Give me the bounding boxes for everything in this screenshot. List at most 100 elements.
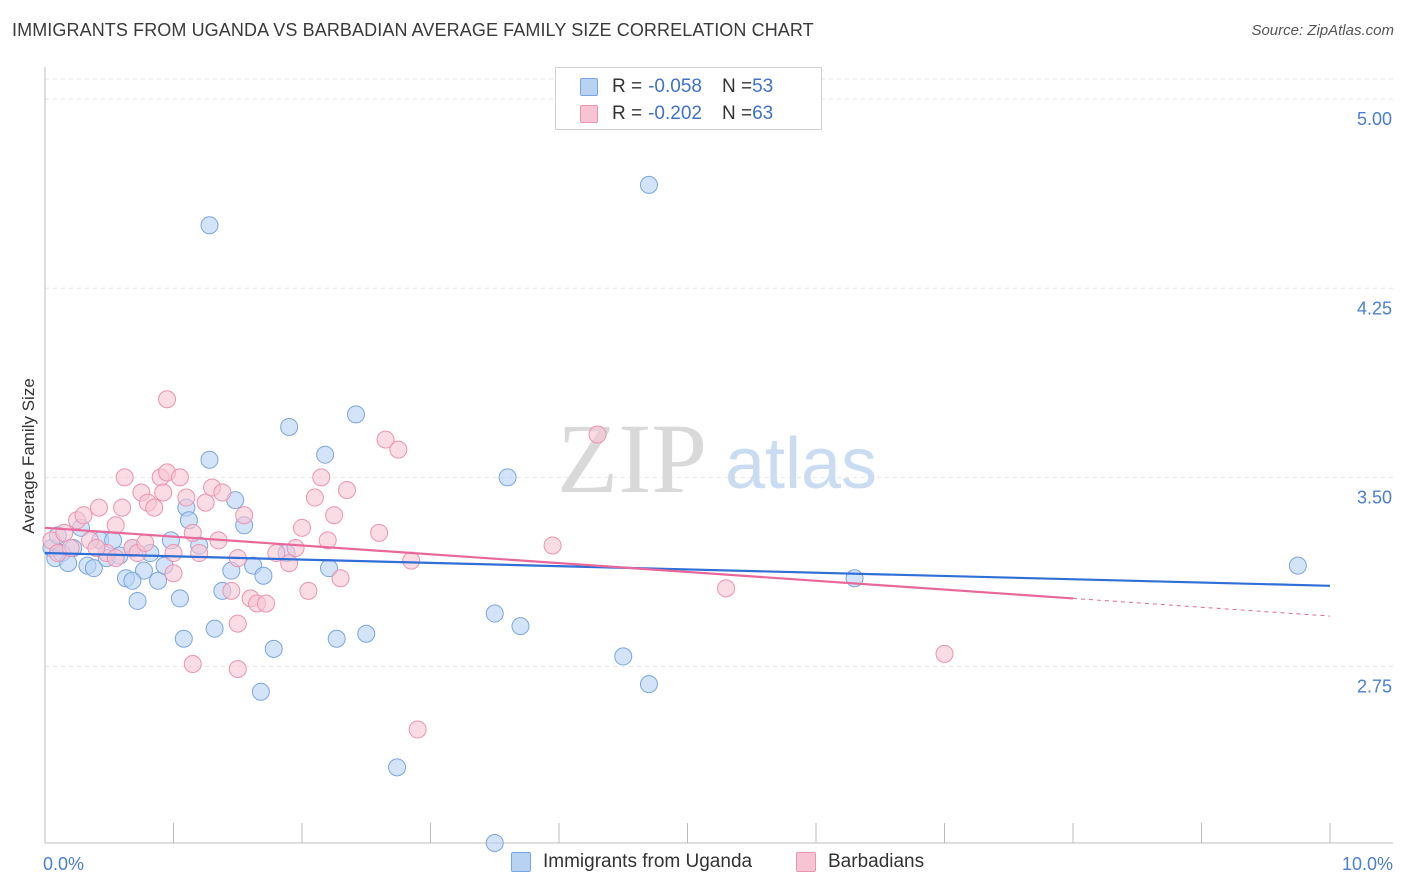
barbadian-point — [87, 538, 106, 557]
uganda-point — [254, 566, 273, 585]
barbadian-legend-swatch — [796, 852, 816, 872]
barbadian-point — [145, 498, 164, 517]
barbadian-point — [312, 468, 331, 487]
barbadian-point — [196, 493, 215, 512]
uganda-point — [511, 617, 530, 636]
barbadian-point — [106, 549, 125, 568]
legend-item-barbadian: Barbadians — [796, 851, 924, 873]
barbadian-point — [376, 430, 395, 449]
uganda-point — [639, 675, 658, 694]
barbadian-point — [115, 468, 134, 487]
barbadian-point — [228, 660, 247, 679]
barbadian-point — [190, 544, 209, 563]
n-value: 63 — [752, 103, 774, 124]
x-tick-label-max: 10.0% — [1342, 854, 1393, 874]
source-label: Source: ZipAtlas.com — [1251, 22, 1394, 39]
y-tick-label: 4.25 — [1357, 298, 1392, 318]
barbadian-point — [325, 506, 344, 525]
y-axis-label: Average Family Size — [19, 378, 38, 534]
chart-title: IMMIGRANTS FROM UGANDA VS BARBADIAN AVER… — [12, 20, 814, 40]
legend-row-barbadian: R = -0.202 N = 63 — [580, 102, 773, 126]
barbadian-point — [106, 516, 125, 535]
barbadian-point — [318, 531, 337, 550]
x-tick-labels: 0.0% 10.0% — [43, 854, 1393, 874]
barbadian-point — [299, 581, 318, 600]
barbadian-point — [158, 390, 177, 409]
barbadian-point — [55, 523, 74, 542]
uganda-point — [614, 647, 633, 666]
y-tick-label: 3.50 — [1357, 487, 1392, 507]
uganda-point — [134, 561, 153, 580]
barbadian-point — [228, 614, 247, 633]
barbadian-swatch — [580, 105, 598, 123]
y-tick-labels: 2.75 3.50 4.25 5.00 — [1357, 109, 1392, 696]
barbadian-point — [717, 579, 736, 598]
uganda-point — [498, 468, 517, 487]
barbadian-point — [402, 551, 421, 570]
barbadian-point — [170, 468, 189, 487]
barbadian-point — [222, 581, 241, 600]
barbadian-point — [164, 544, 183, 563]
barbadian-point — [113, 498, 132, 517]
grid-lines — [45, 78, 1393, 667]
barbadian-point — [331, 569, 350, 588]
barbadian-point — [588, 425, 607, 444]
barbadian-point — [177, 488, 196, 507]
uganda-point — [174, 629, 193, 648]
barbadian-point — [305, 488, 324, 507]
barbadian-point — [61, 538, 80, 557]
uganda-point — [170, 589, 189, 608]
watermark: ZIP atlas — [557, 403, 877, 514]
r-value: -0.058 — [648, 76, 702, 97]
barbadian-point — [257, 594, 276, 613]
barbadian-point — [213, 483, 232, 502]
n-label: N = — [721, 76, 753, 97]
legend-label-uganda: Immigrants from Uganda — [543, 851, 753, 872]
r-label: R = — [612, 103, 643, 124]
uganda-point — [639, 175, 658, 194]
barbadian-point — [293, 518, 311, 537]
y-tick-label: 2.75 — [1357, 676, 1392, 696]
uganda-point — [485, 834, 504, 852]
uganda-point — [264, 639, 283, 658]
barbadian-point — [183, 654, 202, 673]
barbadian-point — [136, 533, 155, 552]
barbadian-point — [370, 523, 389, 542]
uganda-point — [346, 405, 365, 424]
uganda-point — [128, 591, 147, 610]
r-label: R = — [612, 76, 643, 97]
barbadian-point — [286, 538, 305, 557]
watermark-zip: ZIP — [557, 403, 707, 514]
n-label: N = — [721, 103, 753, 124]
trend-lines — [44, 526, 1331, 617]
barbadian-point — [337, 480, 356, 499]
uganda-point — [357, 624, 376, 643]
uganda-swatch — [580, 78, 598, 96]
barbadian-trend-line — [44, 526, 1074, 600]
uganda-point — [280, 417, 299, 436]
legend-item-uganda: Immigrants from Uganda — [511, 851, 752, 873]
n-value: 53 — [752, 76, 774, 97]
barbadian-point — [389, 440, 408, 459]
uganda-point — [84, 559, 103, 578]
uganda-point — [485, 604, 504, 623]
legend-row-uganda: R = -0.058 N = 53 — [580, 75, 773, 99]
barbadian-point — [408, 720, 427, 739]
r-value: -0.202 — [648, 103, 702, 124]
barbadian-trend-extension — [1072, 597, 1331, 617]
uganda-point — [388, 758, 407, 777]
uganda-point — [327, 629, 346, 648]
uganda-point — [1288, 556, 1307, 575]
uganda-point — [251, 682, 270, 701]
uganda-trend-line — [44, 551, 1331, 587]
uganda-point — [123, 571, 142, 590]
barbadian-point — [280, 554, 299, 573]
y-tick-label: 5.00 — [1357, 109, 1392, 129]
barbadian-point — [164, 564, 183, 583]
watermark-atlas: atlas — [725, 424, 877, 504]
legend-label-barbadian: Barbadians — [828, 851, 925, 872]
uganda-legend-swatch — [511, 852, 531, 872]
barbadian-point — [154, 483, 173, 502]
barbadian-point — [74, 506, 93, 525]
